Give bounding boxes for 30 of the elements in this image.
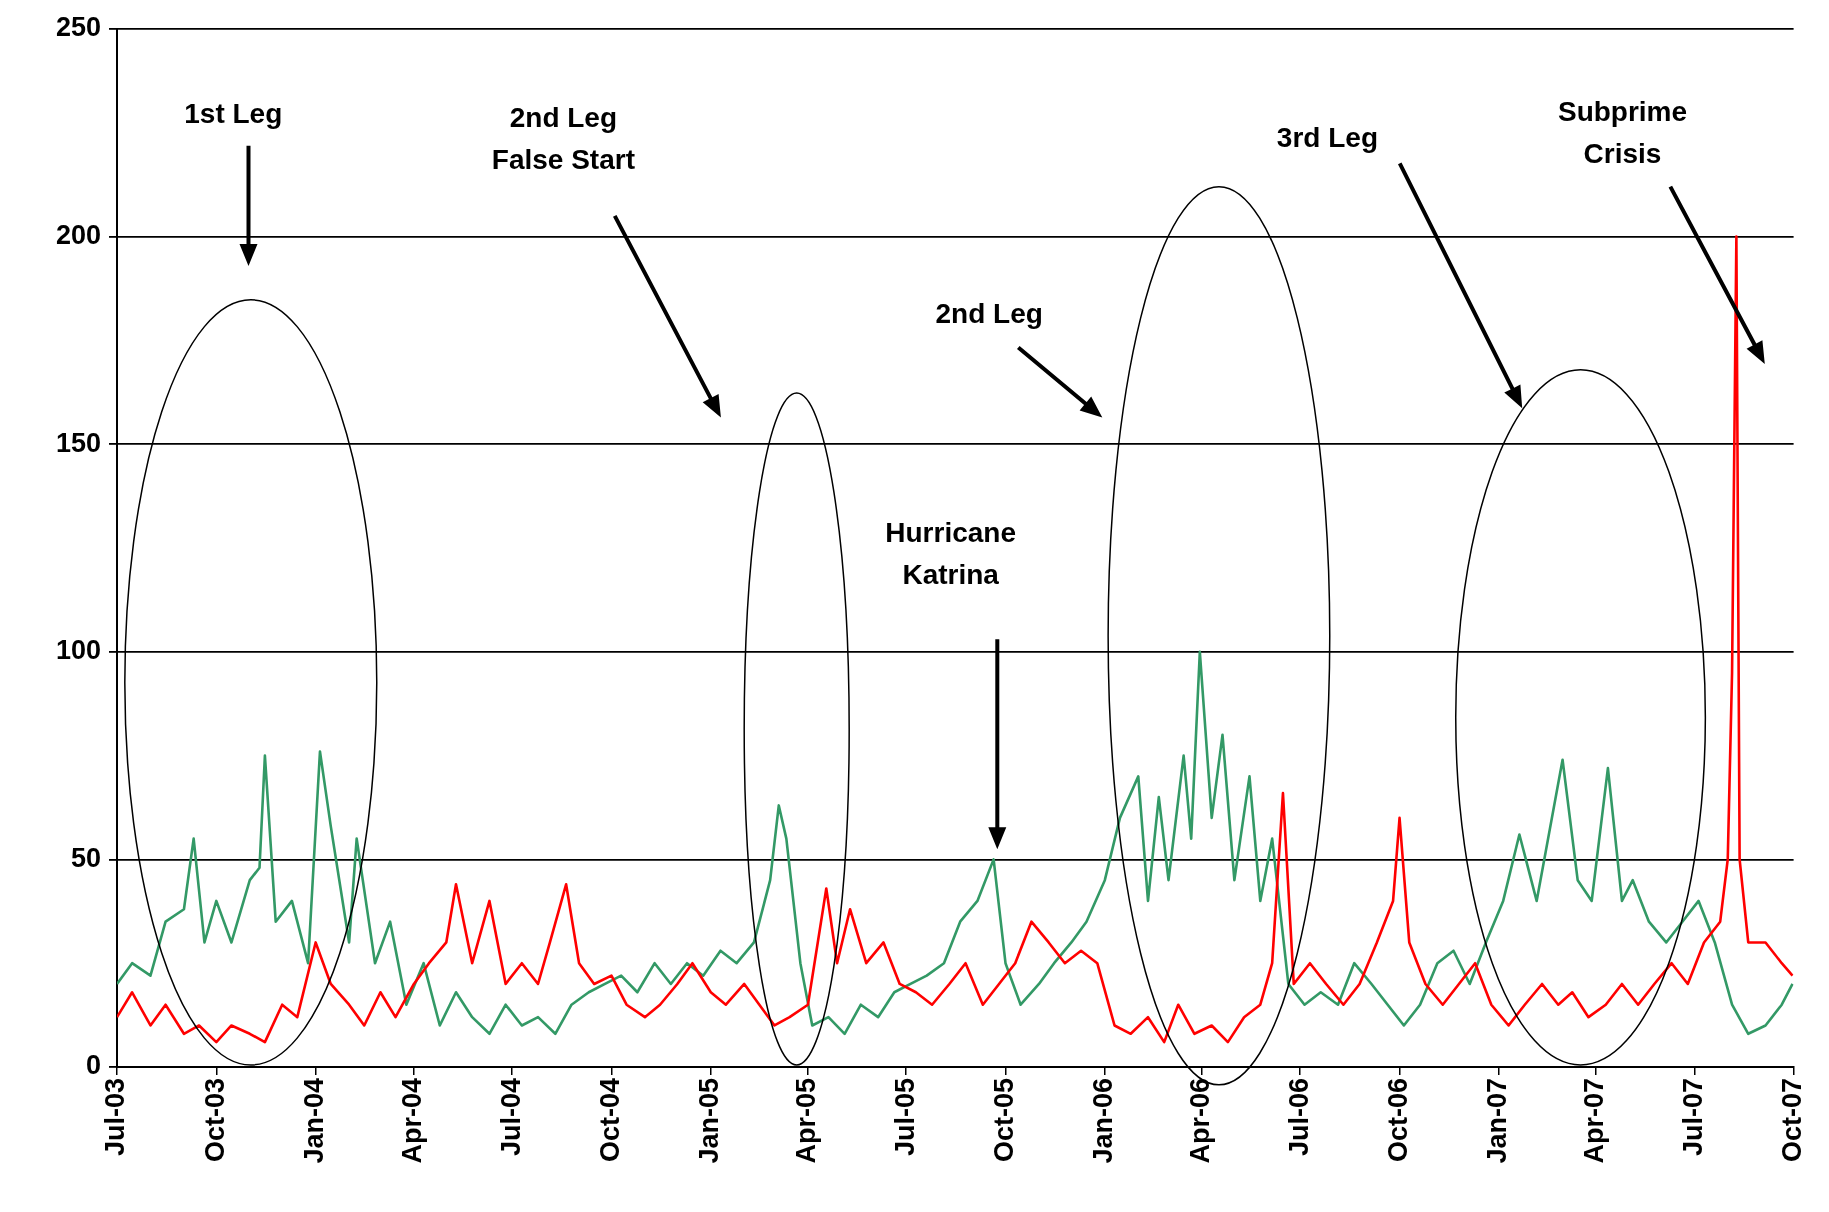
x-tick-label: Jul-05 bbox=[889, 1078, 920, 1157]
x-tick-label: Jul-04 bbox=[495, 1078, 526, 1157]
x-tick-label: Oct-07 bbox=[1777, 1078, 1808, 1163]
x-tick-label: Jan-07 bbox=[1482, 1078, 1513, 1164]
x-tick-label: Jul-06 bbox=[1283, 1078, 1314, 1157]
x-tick-label: Jul-03 bbox=[100, 1078, 131, 1157]
x-tick-label: Oct-05 bbox=[988, 1078, 1019, 1163]
y-tick-label: 150 bbox=[55, 427, 101, 458]
y-tick-label: 100 bbox=[55, 635, 101, 666]
y-tick-label: 250 bbox=[55, 12, 101, 43]
x-tick-label: Jul-07 bbox=[1677, 1078, 1708, 1157]
x-tick-label: Oct-06 bbox=[1383, 1078, 1413, 1163]
x-tick-label: Jan-05 bbox=[694, 1078, 725, 1164]
x-tick-label: Apr-07 bbox=[1579, 1078, 1610, 1164]
y-tick-label: 0 bbox=[85, 1050, 101, 1081]
annotation: 1st Leg bbox=[184, 97, 283, 132]
annotation: Hurricane Katrina bbox=[885, 516, 1017, 593]
y-tick-label: 200 bbox=[55, 220, 101, 251]
x-tick-label: Apr-06 bbox=[1185, 1078, 1216, 1164]
annotation: 2nd Leg False Start bbox=[491, 100, 635, 177]
y-tick-label: 50 bbox=[70, 842, 101, 873]
annotation: Subprime Crisis bbox=[1557, 94, 1688, 171]
annotation: 3rd Leg bbox=[1276, 120, 1378, 155]
x-tick-label: Jan-06 bbox=[1088, 1078, 1119, 1164]
x-tick-label: Apr-05 bbox=[791, 1078, 822, 1164]
annotation: 2nd Leg bbox=[935, 296, 1043, 331]
x-tick-label: Oct-03 bbox=[199, 1078, 230, 1163]
x-tick-label: Oct-04 bbox=[594, 1078, 625, 1163]
x-tick-label: Jan-04 bbox=[299, 1078, 330, 1164]
x-tick-label: Apr-04 bbox=[397, 1078, 428, 1164]
